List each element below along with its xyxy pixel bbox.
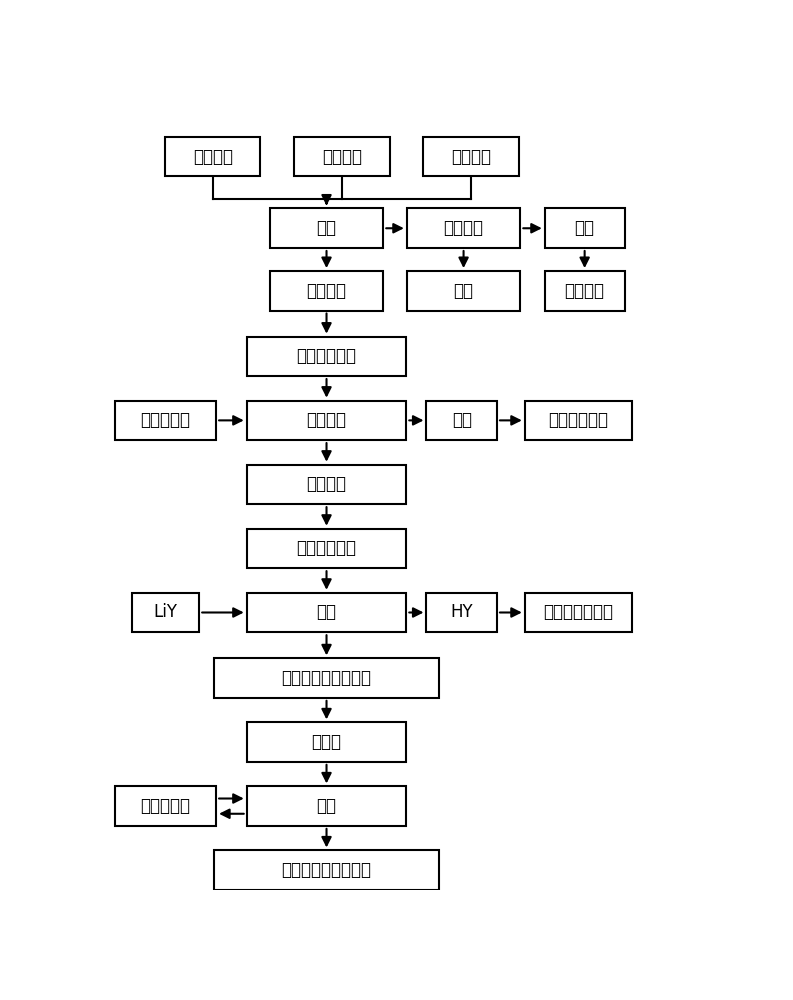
Text: 干燥: 干燥	[316, 797, 336, 815]
Text: 减压蒸馏: 减压蒸馏	[307, 475, 347, 493]
FancyBboxPatch shape	[247, 722, 407, 762]
FancyBboxPatch shape	[247, 337, 407, 376]
FancyBboxPatch shape	[115, 401, 216, 440]
Text: 中和: 中和	[575, 219, 595, 237]
Text: 盐酸: 盐酸	[454, 282, 473, 300]
FancyBboxPatch shape	[294, 137, 389, 176]
FancyBboxPatch shape	[525, 593, 632, 632]
Text: 氯化亚砜: 氯化亚砜	[451, 148, 491, 166]
FancyBboxPatch shape	[214, 658, 439, 698]
Text: 亚硫酸钠: 亚硫酸钠	[565, 282, 604, 300]
FancyBboxPatch shape	[247, 593, 407, 632]
Text: 反应: 反应	[316, 603, 336, 621]
FancyBboxPatch shape	[545, 271, 625, 311]
Text: 反应: 反应	[316, 219, 336, 237]
FancyBboxPatch shape	[407, 208, 520, 248]
FancyBboxPatch shape	[132, 593, 199, 632]
FancyBboxPatch shape	[247, 786, 407, 826]
FancyBboxPatch shape	[270, 271, 383, 311]
Text: 双氟磺酰亚胺: 双氟磺酰亚胺	[297, 539, 357, 557]
FancyBboxPatch shape	[423, 137, 519, 176]
FancyBboxPatch shape	[545, 208, 625, 248]
FancyBboxPatch shape	[247, 529, 407, 568]
Text: 氯气: 氯气	[452, 411, 472, 429]
Text: 双氯磺酰亚胺: 双氯磺酰亚胺	[297, 347, 357, 365]
Text: 氨基磺酸: 氨基磺酸	[322, 148, 362, 166]
FancyBboxPatch shape	[247, 465, 407, 504]
FancyBboxPatch shape	[427, 401, 497, 440]
Text: 氟氮混合气: 氟氮混合气	[140, 797, 190, 815]
Text: 氟化反应: 氟化反应	[307, 411, 347, 429]
Text: 氯化亚砜: 氯化亚砜	[193, 148, 233, 166]
Text: 氯化合物制备: 氯化合物制备	[549, 411, 608, 429]
FancyBboxPatch shape	[165, 137, 260, 176]
FancyBboxPatch shape	[270, 208, 383, 248]
FancyBboxPatch shape	[407, 271, 520, 311]
Text: 喷淋吸收: 喷淋吸收	[443, 219, 484, 237]
Text: HY: HY	[450, 603, 473, 621]
FancyBboxPatch shape	[247, 401, 407, 440]
FancyBboxPatch shape	[214, 850, 439, 890]
FancyBboxPatch shape	[525, 401, 632, 440]
Text: 减压蒸馏: 减压蒸馏	[307, 282, 347, 300]
Text: 粗品双氟磺酰亚胺锂: 粗品双氟磺酰亚胺锂	[282, 669, 371, 687]
FancyBboxPatch shape	[115, 786, 216, 826]
Text: 精制双氟磺酰亚胺锂: 精制双氟磺酰亚胺锂	[282, 861, 371, 879]
FancyBboxPatch shape	[427, 593, 497, 632]
Text: 重结晶: 重结晶	[312, 733, 342, 751]
Text: 氟氮混合气: 氟氮混合气	[140, 411, 190, 429]
Text: 外卖或石灰中和: 外卖或石灰中和	[543, 603, 614, 621]
Text: LiY: LiY	[154, 603, 178, 621]
